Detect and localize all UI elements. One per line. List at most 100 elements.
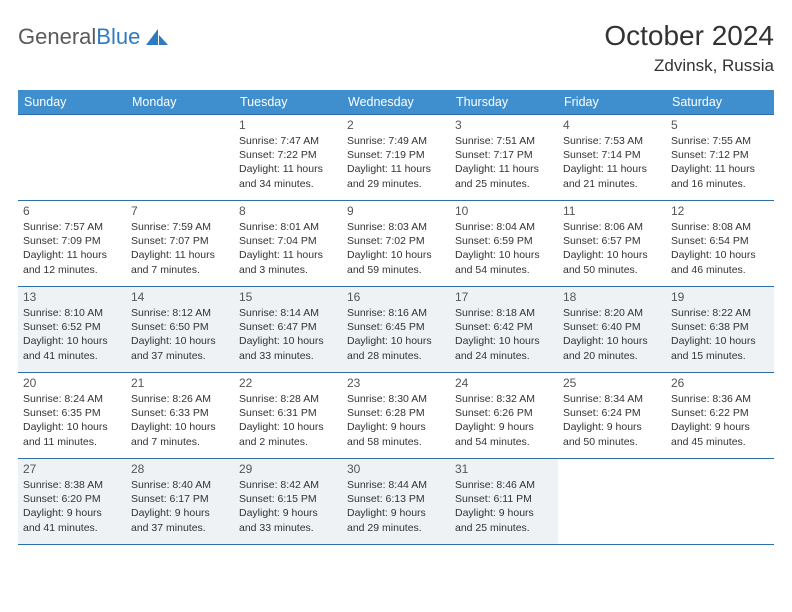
day-number: 6 — [23, 204, 121, 218]
weekday-header: Sunday — [18, 90, 126, 115]
calendar-empty-cell — [18, 115, 126, 201]
calendar-day-cell: 30 Sunrise: 8:44 AMSunset: 6:13 PMDayligh… — [342, 459, 450, 545]
day-number: 12 — [671, 204, 769, 218]
month-title: October 2024 — [604, 20, 774, 52]
weekday-header: Thursday — [450, 90, 558, 115]
calendar-week-row: 6Sunrise: 7:57 AMSunset: 7:09 PMDaylight… — [18, 201, 774, 287]
day-number: 16 — [347, 290, 445, 304]
brand-part1: General — [18, 24, 96, 50]
calendar-day-cell: 14Sunrise: 8:12 AMSunset: 6:50 PMDayligh… — [126, 287, 234, 373]
day-info: Sunrise: 7:55 AMSunset: 7:12 PMDaylight:… — [671, 134, 769, 191]
calendar-day-cell: 9 Sunrise: 8:03 AMSunset: 7:02 PMDaylight… — [342, 201, 450, 287]
day-info: Sunrise: 8:16 AMSunset: 6:45 PMDaylight:… — [347, 306, 445, 363]
day-info: Sunrise: 8:30 AMSunset: 6:28 PMDaylight:… — [347, 392, 445, 449]
weekday-header: Tuesday — [234, 90, 342, 115]
day-number: 5 — [671, 118, 769, 132]
day-number: 3 — [455, 118, 553, 132]
day-number: 10 — [455, 204, 553, 218]
day-info: Sunrise: 7:51 AMSunset: 7:17 PMDaylight:… — [455, 134, 553, 191]
calendar-day-cell: 1 Sunrise: 7:47 AMSunset: 7:22 PMDaylight… — [234, 115, 342, 201]
calendar-day-cell: 24 Sunrise: 8:32 AMSunset: 6:26 PMDayligh… — [450, 373, 558, 459]
day-info: Sunrise: 8:04 AMSunset: 6:59 PMDaylight:… — [455, 220, 553, 277]
day-number: 18 — [563, 290, 661, 304]
calendar-day-cell: 19 Sunrise: 8:22 AMSunset: 6:38 PMDayligh… — [666, 287, 774, 373]
day-info: Sunrise: 8:38 AMSunset: 6:20 PMDaylight:… — [23, 478, 121, 535]
day-number: 17 — [455, 290, 553, 304]
day-number: 1 — [239, 118, 337, 132]
calendar-day-cell: 8Sunrise: 8:01 AMSunset: 7:04 PMDaylight… — [234, 201, 342, 287]
day-number: 27 — [23, 462, 121, 476]
calendar-day-cell: 10 Sunrise: 8:04 AMSunset: 6:59 PMDayligh… — [450, 201, 558, 287]
weekday-header: Friday — [558, 90, 666, 115]
calendar-empty-cell — [666, 459, 774, 545]
day-info: Sunrise: 8:01 AMSunset: 7:04 PMDaylight:… — [239, 220, 337, 277]
calendar-day-cell: 13Sunrise: 8:10 AMSunset: 6:52 PMDayligh… — [18, 287, 126, 373]
calendar-day-cell: 27 Sunrise: 8:38 AMSunset: 6:20 PMDayligh… — [18, 459, 126, 545]
location: Zdvinsk, Russia — [604, 56, 774, 76]
brand-logo: GeneralBlue — [18, 20, 170, 50]
calendar-day-cell: 6Sunrise: 7:57 AMSunset: 7:09 PMDaylight… — [18, 201, 126, 287]
calendar-day-cell: 22Sunrise: 8:28 AMSunset: 6:31 PMDayligh… — [234, 373, 342, 459]
day-info: Sunrise: 8:32 AMSunset: 6:26 PMDaylight:… — [455, 392, 553, 449]
calendar-day-cell: 17Sunrise: 8:18 AMSunset: 6:42 PMDayligh… — [450, 287, 558, 373]
day-info: Sunrise: 8:14 AMSunset: 6:47 PMDaylight:… — [239, 306, 337, 363]
day-number: 29 — [239, 462, 337, 476]
calendar-day-cell: 25Sunrise: 8:34 AMSunset: 6:24 PMDayligh… — [558, 373, 666, 459]
day-info: Sunrise: 8:26 AMSunset: 6:33 PMDaylight:… — [131, 392, 229, 449]
day-info: Sunrise: 8:22 AMSunset: 6:38 PMDaylight:… — [671, 306, 769, 363]
brand-part2: Blue — [96, 24, 140, 50]
calendar-week-row: 20Sunrise: 8:24 AMSunset: 6:35 PMDayligh… — [18, 373, 774, 459]
calendar-week-row: 13Sunrise: 8:10 AMSunset: 6:52 PMDayligh… — [18, 287, 774, 373]
day-number: 2 — [347, 118, 445, 132]
day-number: 30 — [347, 462, 445, 476]
day-number: 15 — [239, 290, 337, 304]
day-info: Sunrise: 8:40 AMSunset: 6:17 PMDaylight:… — [131, 478, 229, 535]
day-number: 26 — [671, 376, 769, 390]
day-info: Sunrise: 8:34 AMSunset: 6:24 PMDaylight:… — [563, 392, 661, 449]
day-number: 20 — [23, 376, 121, 390]
day-number: 7 — [131, 204, 229, 218]
header: GeneralBlue October 2024 Zdvinsk, Russia — [18, 20, 774, 76]
day-info: Sunrise: 7:47 AMSunset: 7:22 PMDaylight:… — [239, 134, 337, 191]
weekday-header: Monday — [126, 90, 234, 115]
calendar-table: SundayMondayTuesdayWednesdayThursdayFrid… — [18, 90, 774, 545]
day-info: Sunrise: 8:42 AMSunset: 6:15 PMDaylight:… — [239, 478, 337, 535]
brand-sail-icon — [144, 27, 170, 47]
day-info: Sunrise: 7:53 AMSunset: 7:14 PMDaylight:… — [563, 134, 661, 191]
day-info: Sunrise: 8:28 AMSunset: 6:31 PMDaylight:… — [239, 392, 337, 449]
day-number: 9 — [347, 204, 445, 218]
day-number: 13 — [23, 290, 121, 304]
title-block: October 2024 Zdvinsk, Russia — [604, 20, 774, 76]
calendar-empty-cell — [558, 459, 666, 545]
calendar-day-cell: 2 Sunrise: 7:49 AMSunset: 7:19 PMDaylight… — [342, 115, 450, 201]
day-number: 19 — [671, 290, 769, 304]
day-number: 31 — [455, 462, 553, 476]
day-info: Sunrise: 8:08 AMSunset: 6:54 PMDaylight:… — [671, 220, 769, 277]
day-number: 28 — [131, 462, 229, 476]
calendar-day-cell: 12 Sunrise: 8:08 AMSunset: 6:54 PMDayligh… — [666, 201, 774, 287]
day-info: Sunrise: 8:46 AMSunset: 6:11 PMDaylight:… — [455, 478, 553, 535]
day-info: Sunrise: 8:44 AMSunset: 6:13 PMDaylight:… — [347, 478, 445, 535]
day-number: 11 — [563, 204, 661, 218]
calendar-week-row: 27 Sunrise: 8:38 AMSunset: 6:20 PMDayligh… — [18, 459, 774, 545]
day-number: 23 — [347, 376, 445, 390]
calendar-day-cell: 11 Sunrise: 8:06 AMSunset: 6:57 PMDayligh… — [558, 201, 666, 287]
day-info: Sunrise: 8:03 AMSunset: 7:02 PMDaylight:… — [347, 220, 445, 277]
day-number: 24 — [455, 376, 553, 390]
calendar-day-cell: 21Sunrise: 8:26 AMSunset: 6:33 PMDayligh… — [126, 373, 234, 459]
calendar-day-cell: 16 Sunrise: 8:16 AMSunset: 6:45 PMDayligh… — [342, 287, 450, 373]
weekday-header: Wednesday — [342, 90, 450, 115]
calendar-day-cell: 20Sunrise: 8:24 AMSunset: 6:35 PMDayligh… — [18, 373, 126, 459]
calendar-day-cell: 18Sunrise: 8:20 AMSunset: 6:40 PMDayligh… — [558, 287, 666, 373]
day-number: 14 — [131, 290, 229, 304]
calendar-day-cell: 28 Sunrise: 8:40 AMSunset: 6:17 PMDayligh… — [126, 459, 234, 545]
weekday-header-row: SundayMondayTuesdayWednesdayThursdayFrid… — [18, 90, 774, 115]
calendar-day-cell: 7Sunrise: 7:59 AMSunset: 7:07 PMDaylight… — [126, 201, 234, 287]
day-number: 4 — [563, 118, 661, 132]
calendar-day-cell: 23 Sunrise: 8:30 AMSunset: 6:28 PMDayligh… — [342, 373, 450, 459]
calendar-day-cell: 31 Sunrise: 8:46 AMSunset: 6:11 PMDayligh… — [450, 459, 558, 545]
calendar-day-cell: 3 Sunrise: 7:51 AMSunset: 7:17 PMDaylight… — [450, 115, 558, 201]
day-info: Sunrise: 7:49 AMSunset: 7:19 PMDaylight:… — [347, 134, 445, 191]
weekday-header: Saturday — [666, 90, 774, 115]
day-info: Sunrise: 8:06 AMSunset: 6:57 PMDaylight:… — [563, 220, 661, 277]
